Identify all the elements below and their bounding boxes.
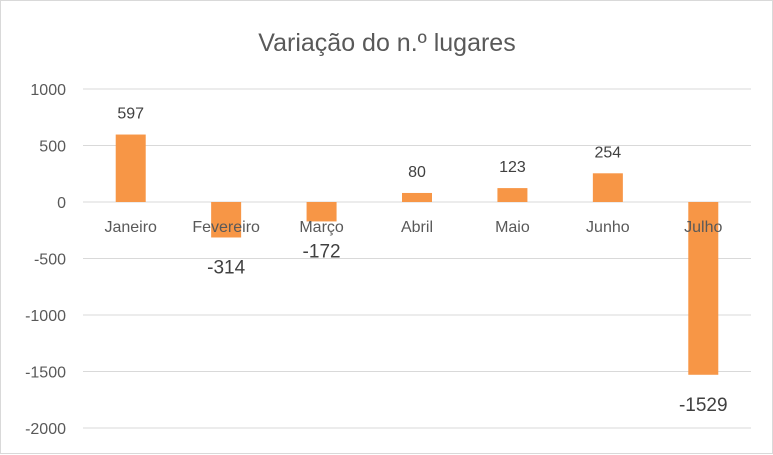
data-label: 254	[595, 144, 622, 161]
data-label: 597	[117, 106, 144, 123]
category-labels: Janeiro Fevereiro Março Abril Maio Junho Julho	[104, 219, 722, 236]
bar-julho	[688, 202, 719, 375]
y-tick-label: 0	[57, 195, 66, 212]
bar-maio	[497, 188, 528, 202]
y-tick-label: -1000	[25, 308, 66, 325]
bar-junho	[592, 173, 623, 202]
category-label: Maio	[495, 219, 530, 236]
y-tick-label: -500	[34, 252, 66, 269]
bar-abril	[402, 192, 432, 202]
data-label: 80	[408, 164, 426, 181]
chart-title: Variação do n.º lugares	[258, 29, 515, 57]
bar-janeiro	[115, 134, 146, 202]
category-label: Março	[299, 219, 344, 236]
data-label: -314	[207, 257, 245, 278]
y-tick-label: -2000	[25, 421, 66, 438]
category-label: Fevereiro	[192, 219, 260, 236]
category-label: Julho	[684, 219, 722, 236]
y-tick-label: 500	[39, 139, 66, 156]
gridlines	[83, 88, 751, 429]
bars	[115, 134, 719, 375]
y-tick-label: -1500	[25, 365, 66, 382]
data-label: -172	[303, 241, 341, 262]
category-label: Abril	[401, 219, 433, 236]
category-label: Janeiro	[104, 219, 157, 236]
bar-fevereiro	[211, 202, 242, 238]
data-label: -1529	[679, 395, 728, 416]
y-tick-label: 1000	[30, 82, 66, 99]
category-label: Junho	[586, 219, 630, 236]
bar-maro	[306, 202, 337, 222]
data-label: 123	[499, 159, 526, 176]
y-axis: 1000 500 0 -500 -1000 -1500 -2000	[25, 82, 66, 438]
data-labels: 597 -314 -172 80 123 254 -1529	[117, 106, 727, 416]
